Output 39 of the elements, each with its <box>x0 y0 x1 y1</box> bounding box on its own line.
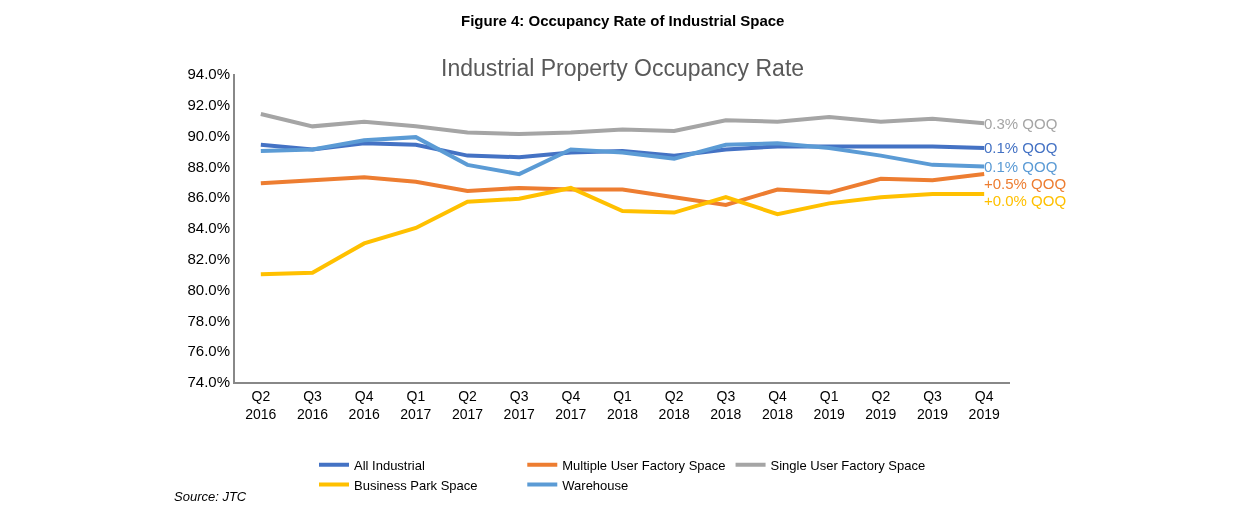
annotation: +0.5% QOQ <box>984 175 1067 192</box>
x-tick-label: Q2 2019 <box>865 387 897 422</box>
annotation: 0.3% QOQ <box>984 115 1058 132</box>
x-tick-label: Q3 2016 <box>296 387 329 422</box>
x-tick-label: Q2 2018 <box>658 387 690 422</box>
x-tick-label: Q3 2019 <box>916 387 949 422</box>
x-tick-label: Q2 2016 <box>245 387 277 422</box>
legend-label: Single User Factory Space <box>770 457 926 473</box>
chart-subtitle: Industrial Property Occupancy Rate <box>441 55 805 81</box>
source-note: Source: JTC <box>174 489 247 504</box>
y-tick-label: 90.0% <box>187 126 230 144</box>
y-tick-label: 94.0% <box>187 65 230 83</box>
y-tick-label: 74.0% <box>187 373 230 391</box>
x-tick-label: Q1 2017 <box>400 387 432 422</box>
x-tick-label: Q3 2018 <box>710 387 742 422</box>
x-tick-label: Q1 2019 <box>813 387 845 422</box>
x-tick-label: Q4 2017 <box>555 387 587 422</box>
legend-label: Business Park Space <box>354 477 478 493</box>
legend-label: Warehouse <box>562 477 629 493</box>
chart-title: Figure 4: Occupancy Rate of Industrial Space <box>461 12 785 29</box>
y-tick-label: 80.0% <box>187 280 230 298</box>
y-tick-label: 88.0% <box>187 157 230 175</box>
x-tick-label: Q2 2017 <box>451 387 484 422</box>
legend-label: Multiple User Factory Space <box>562 457 726 473</box>
x-tick-label: Q4 2018 <box>761 387 794 422</box>
legend-label: All Industrial <box>354 457 425 473</box>
x-tick-label: Q3 2017 <box>503 387 535 422</box>
y-tick-label: 84.0% <box>187 219 230 237</box>
annotation: 0.1% QOQ <box>984 139 1058 156</box>
x-tick-label: Q4 2019 <box>968 387 1000 422</box>
annotation: +0.0% QOQ <box>984 192 1067 209</box>
y-tick-label: 86.0% <box>187 188 230 206</box>
y-tick-label: 92.0% <box>187 96 230 114</box>
y-tick-label: 76.0% <box>187 342 230 360</box>
x-tick-label: Q1 2018 <box>606 387 639 422</box>
annotation: 0.1% QOQ <box>984 158 1058 175</box>
y-tick-label: 78.0% <box>187 311 230 329</box>
x-tick-label: Q4 2016 <box>348 387 380 422</box>
y-tick-label: 82.0% <box>187 250 230 268</box>
